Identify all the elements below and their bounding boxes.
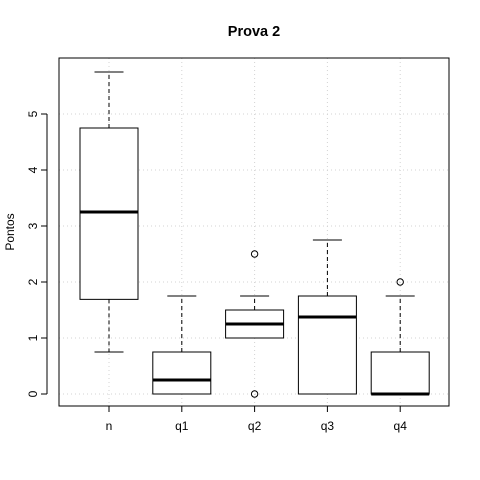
box-n	[79, 71, 139, 353]
boxes	[79, 71, 430, 398]
x-tick-label: q3	[321, 419, 335, 433]
box-q2	[225, 250, 285, 398]
y-tick-label: 3	[26, 222, 40, 229]
y-tick-label: 0	[26, 390, 40, 397]
x-tick-label: q1	[175, 419, 189, 433]
y-tick-label: 1	[26, 334, 40, 341]
x-tick-label: q2	[248, 419, 262, 433]
y-tick-label: 2	[26, 278, 40, 285]
box-rect	[152, 351, 212, 395]
outlier-point	[250, 390, 259, 398]
box-rect	[297, 295, 357, 395]
axes: 0 1 2 3 4 5 n q1 q2 q3 q4	[26, 110, 407, 433]
chart-title: Prova 2	[228, 24, 280, 40]
box-q4	[370, 278, 430, 396]
outlier-point	[396, 278, 404, 286]
y-tick-label: 4	[26, 166, 40, 173]
x-tick-label: n	[106, 419, 113, 433]
x-tick-label: q4	[394, 419, 408, 433]
y-axis-label: Pontos	[3, 213, 17, 250]
box-rect	[79, 127, 139, 300]
outlier-point	[250, 250, 259, 258]
box-q1	[152, 295, 212, 395]
box-rect	[370, 351, 430, 395]
y-tick-label: 5	[26, 110, 40, 117]
box-q3	[297, 239, 357, 395]
